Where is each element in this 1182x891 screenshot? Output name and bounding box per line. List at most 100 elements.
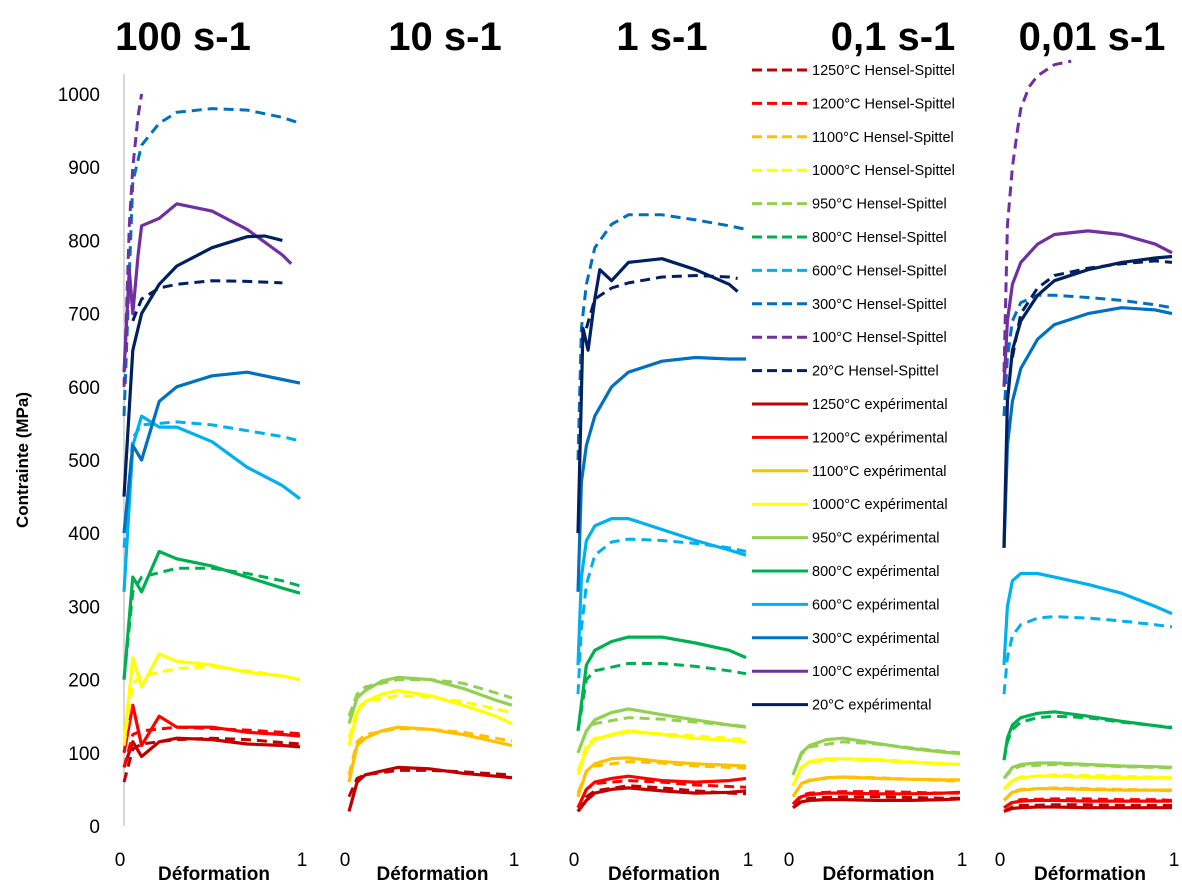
panel-2: 10 s-1 0 1 Déformation: [340, 15, 520, 885]
series-1000-experimental-line: [576, 729, 747, 776]
legend-item: 950°C Hensel-Spittel: [752, 197, 947, 213]
x-axis-label: Déformation: [608, 864, 720, 885]
x-tick-label: 0: [784, 850, 795, 871]
series-950-experimental-line: [576, 707, 747, 754]
panel-title: 1 s-1: [616, 15, 707, 59]
legend-label: 20°C expérimental: [812, 698, 931, 714]
y-tick-label: 100: [68, 744, 100, 765]
series-300-experimental-line: [122, 370, 301, 534]
legend-item: 1250°C Hensel-Spittel: [752, 63, 955, 79]
panel-title: 0,01 s-1: [1019, 15, 1166, 59]
series-1250-hensel-spittel-line: [1003, 803, 1172, 813]
legend-item: 800°C expérimental: [752, 564, 940, 580]
series-800-experimental-line: [576, 635, 747, 732]
series-1250-hensel-spittel-line: [122, 736, 301, 783]
x-tick-label: 1: [743, 850, 754, 871]
series-20-experimental-line: [1002, 254, 1173, 548]
series-1200-hensel-spittel-line: [1003, 797, 1173, 809]
series-1100-hensel-spittel-line: [576, 760, 747, 794]
series-600-experimental-line: [1002, 571, 1173, 666]
series-1200-hensel-spittel-line: [122, 725, 301, 768]
series-600-hensel-spittel-line: [122, 420, 301, 548]
series-950-experimental-line: [347, 675, 513, 724]
legend-item: 1200°C Hensel-Spittel: [752, 96, 955, 112]
legend-item: 1000°C expérimental: [752, 497, 948, 513]
series-600-hensel-spittel-line: [576, 537, 747, 695]
series-20-hensel-spittel-line: [584, 274, 738, 329]
y-tick-label: 300: [68, 597, 100, 618]
series-1250-hensel-spittel-line: [576, 784, 747, 813]
series-1250-experimental-line: [347, 765, 513, 812]
y-tick-label: 0: [89, 817, 100, 838]
series-1250-experimental-line: [1003, 805, 1172, 813]
legend-label: 300°C Hensel-Spittel: [812, 297, 947, 313]
legend-label: 100°C expérimental: [812, 664, 940, 680]
y-tick-label: 900: [68, 158, 100, 179]
x-tick-label: 0: [995, 850, 1006, 871]
legend-item: 100°C Hensel-Spittel: [752, 330, 947, 346]
y-axis: Contrainte (MPa) 0 100 200 300 400 500 600 700 8…: [13, 85, 100, 838]
x-tick-label: 1: [297, 850, 308, 871]
series-800-experimental-line: [122, 549, 301, 680]
legend-label: 1100°C expérimental: [812, 464, 947, 480]
series-1200-hensel-spittel-line: [576, 779, 747, 809]
legend-label: 800°C Hensel-Spittel: [812, 230, 947, 246]
legend-label: 600°C expérimental: [812, 597, 940, 613]
y-tick-label: 700: [68, 305, 100, 326]
series-1100-hensel-spittel-line: [1002, 786, 1173, 802]
legend-label: 600°C Hensel-Spittel: [812, 263, 947, 279]
panel-1: 100 s-1 0 1 Déformation: [115, 15, 308, 885]
series-1250-hensel-spittel-line: [347, 768, 513, 798]
y-tick-label: 1000: [58, 85, 100, 106]
legend-label: 950°C Hensel-Spittel: [812, 197, 947, 213]
series-1000-hensel-spittel-line: [347, 694, 513, 739]
legend-label: 800°C expérimental: [812, 564, 940, 580]
legend-label: 1200°C expérimental: [812, 430, 948, 446]
x-tick-label: 0: [115, 850, 126, 871]
series-1000-hensel-spittel-line: [1002, 773, 1173, 791]
x-axis-label: Déformation: [823, 864, 935, 885]
legend-item: 1000°C Hensel-Spittel: [752, 163, 955, 179]
series-950-hensel-spittel-line: [1002, 763, 1173, 780]
legend-item: 950°C expérimental: [752, 531, 940, 547]
legend-label: 1250°C Hensel-Spittel: [812, 63, 955, 79]
panel-3: 1 s-1 0 1 Déformation: [569, 15, 754, 885]
legend-item: 300°C Hensel-Spittel: [752, 297, 947, 313]
panel-title: 100 s-1: [115, 15, 251, 59]
series-300-experimental-line: [576, 355, 746, 592]
legend-label: 100°C Hensel-Spittel: [812, 330, 947, 346]
legend-item: 600°C Hensel-Spittel: [752, 263, 947, 279]
series-20-experimental-line: [576, 257, 739, 534]
legend-label: 300°C expérimental: [812, 631, 940, 647]
x-axis-label: Déformation: [377, 864, 489, 885]
y-tick-label: 400: [68, 524, 100, 545]
series-600-hensel-spittel-line: [1002, 615, 1173, 695]
series-20-hensel-spittel-line: [131, 279, 283, 322]
legend: 1250°C Hensel-Spittel 1200°C Hensel-Spitt…: [752, 63, 955, 714]
series-100-hensel-spittel-line: [1002, 59, 1072, 373]
series-20-experimental-line: [122, 234, 283, 497]
series-1000-hensel-spittel-line: [576, 730, 747, 772]
legend-item: 20°C Hensel-Spittel: [752, 364, 939, 380]
y-axis-label: Contrainte (MPa): [13, 392, 32, 528]
legend-item: 1250°C expérimental: [752, 397, 948, 413]
series-1200-experimental-line: [122, 703, 301, 754]
panel-title: 0,1 s-1: [831, 15, 956, 59]
legend-item: 1100°C Hensel-Spittel: [752, 130, 954, 146]
series-300-experimental-line: [1002, 306, 1173, 548]
series-1000-hensel-spittel-line: [791, 757, 961, 787]
legend-item: 1200°C expérimental: [752, 430, 948, 446]
y-tick-label: 800: [68, 231, 100, 252]
series-950-hensel-spittel-line: [576, 716, 747, 754]
x-tick-label: 0: [340, 850, 351, 871]
x-tick-label: 1: [1169, 850, 1180, 871]
legend-label: 20°C Hensel-Spittel: [812, 364, 939, 380]
legend-label: 1100°C Hensel-Spittel: [812, 130, 954, 146]
series-800-hensel-spittel-line: [122, 566, 301, 680]
y-tick-label: 200: [68, 671, 100, 692]
legend-label: 1200°C Hensel-Spittel: [812, 96, 955, 112]
series-1000-experimental-line: [122, 652, 301, 746]
